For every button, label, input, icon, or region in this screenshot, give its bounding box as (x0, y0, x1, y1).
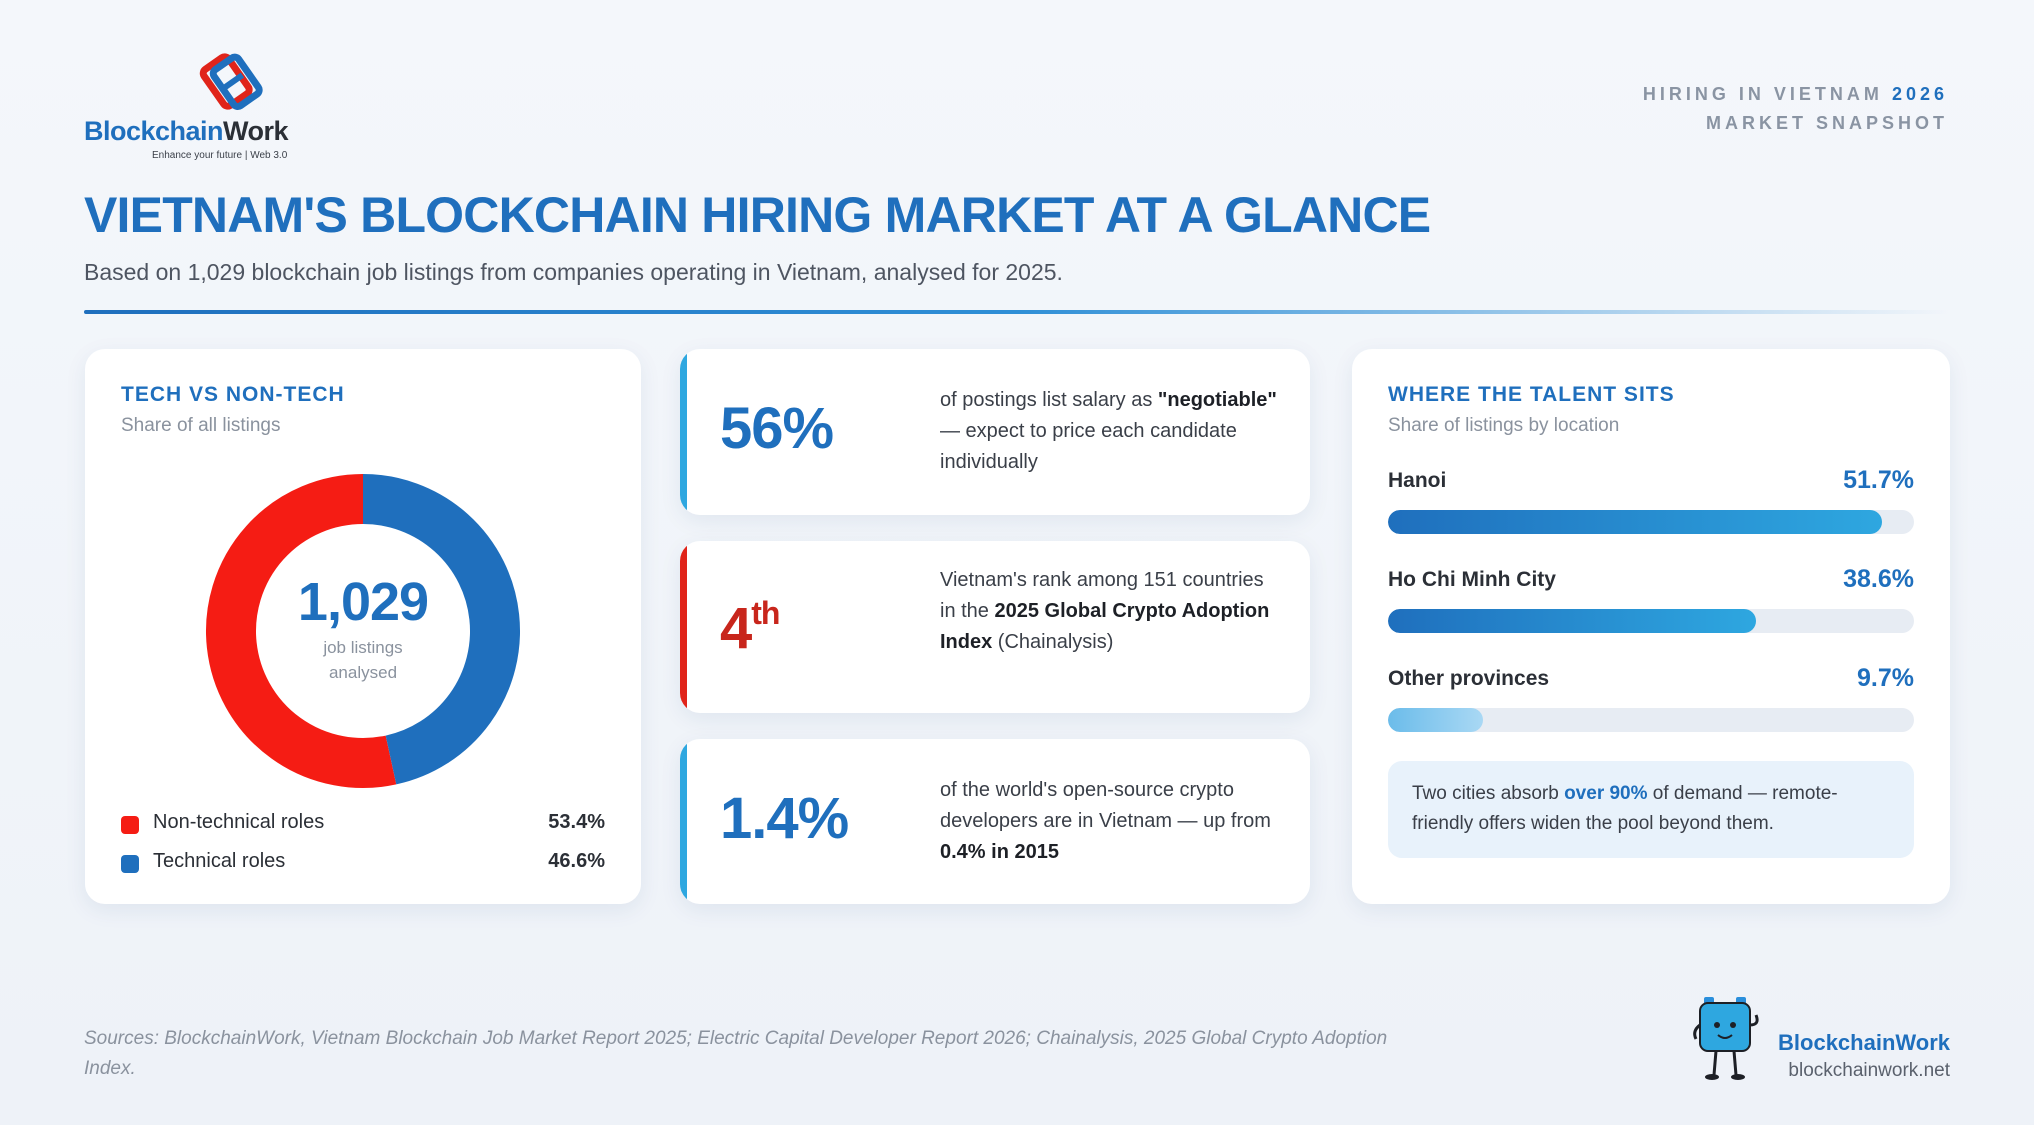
logo-wordmark: BlockchainWork (84, 116, 289, 146)
legend-value-non-technical: 53.4% (548, 811, 605, 833)
sources-note: Sources: BlockchainWork, Vietnam Blockch… (84, 1028, 1388, 1079)
logo-mark-icon (199, 53, 263, 110)
location-card-subheading: Share of listings by location (1388, 415, 1620, 436)
mascot-icon (1693, 997, 1759, 1080)
location-name: Ho Chi Minh City (1388, 568, 1556, 591)
location-note: Two cities absorb over 90% of demand — r… (1388, 761, 1914, 858)
location-bar-track (1388, 609, 1914, 633)
location-value: 51.7% (1843, 466, 1914, 494)
location-value: 38.6% (1843, 565, 1914, 593)
stat-card-developers: 1.4% of the world's open-source crypto d… (680, 739, 1310, 904)
stat-text-developers: of the world's open-source crypto develo… (940, 779, 1271, 863)
header-divider (84, 310, 1950, 314)
donut-slice-non-technical (206, 474, 397, 788)
stat-accent-bar (680, 349, 687, 515)
tech-vs-nontech-card: TECH VS NON-TECH Share of all listings 1… (85, 349, 641, 904)
location-bar-track (1388, 708, 1914, 732)
donut-caption: job listings analysed (323, 638, 403, 682)
stat-card-salary: 56% of postings list salary as "negotiab… (680, 349, 1310, 515)
stat-card-rank: 4th Vietnam's rank among 151 countries i… (680, 541, 1310, 713)
legend-item-technical: Technical roles 46.6% (121, 848, 605, 878)
stat-accent-bar (680, 739, 687, 904)
donut-svg (206, 474, 520, 788)
talent-location-card: WHERE THE TALENT SITS Share of listings … (1352, 349, 1950, 904)
stat-value-suffix: th (751, 594, 780, 631)
location-bar-fill (1388, 609, 1757, 633)
location-name: Other provinces (1388, 667, 1550, 690)
location-card-heading: WHERE THE TALENT SITS (1388, 383, 1675, 406)
donut-slice-technical (362, 474, 520, 785)
legend-label-non-technical: Non-technical roles (153, 811, 325, 833)
location-value: 9.7% (1857, 664, 1914, 692)
location-bar-track (1388, 510, 1914, 534)
stat-text-salary: of postings list salary as "negotiable" … (940, 389, 1277, 473)
legend-item-non-technical: Non-technical roles 53.4% (121, 809, 605, 839)
location-bar-fill (1388, 510, 1883, 534)
logo-tagline: Enhance your future | Web 3.0 (152, 150, 288, 161)
location-bar-fill (1388, 708, 1483, 732)
legend-swatch-non-technical (121, 816, 139, 834)
snapshot-line-1: HIRING IN VIETNAM (1642, 84, 1883, 104)
legend-value-technical: 46.6% (548, 850, 605, 872)
donut-chart: 1,029 job listings analysed (203, 471, 523, 791)
snapshot-label: HIRING IN VIETNAM 2026 MARKET SNAPSHOT (1643, 80, 1948, 138)
stat-value-rank: 4th (720, 594, 780, 661)
tech-card-subheading: Share of all listings (121, 415, 281, 436)
stat-text-rank: Vietnam's rank among 151 countries in th… (940, 569, 1270, 653)
footer-brand-url[interactable]: blockchainwork.net (1788, 1060, 1950, 1081)
location-name: Hanoi (1388, 469, 1447, 492)
page-subtitle: Based on 1,029 blockchain job listings f… (84, 259, 1063, 285)
stat-value-salary: 56% (720, 396, 834, 461)
stat-value-developers: 1.4% (720, 786, 849, 851)
footer-brand-name: BlockchainWork (1778, 1030, 1950, 1055)
legend-swatch-technical (121, 855, 139, 873)
donut-total: 1,029 (297, 572, 429, 632)
page-title: VIETNAM'S BLOCKCHAIN HIRING MARKET AT A … (84, 187, 1431, 243)
tech-card-heading: TECH VS NON-TECH (121, 383, 345, 406)
footer-brand[interactable]: BlockchainWork blockchainwork.net (1778, 1030, 1950, 1082)
snapshot-line-2: MARKET SNAPSHOT (1705, 113, 1948, 133)
stat-accent-bar (680, 541, 687, 713)
legend-label-technical: Technical roles (153, 850, 286, 872)
brand-logo[interactable]: BlockchainWork Enhance your future | Web… (84, 50, 304, 165)
snapshot-year: 2026 (1891, 84, 1948, 104)
